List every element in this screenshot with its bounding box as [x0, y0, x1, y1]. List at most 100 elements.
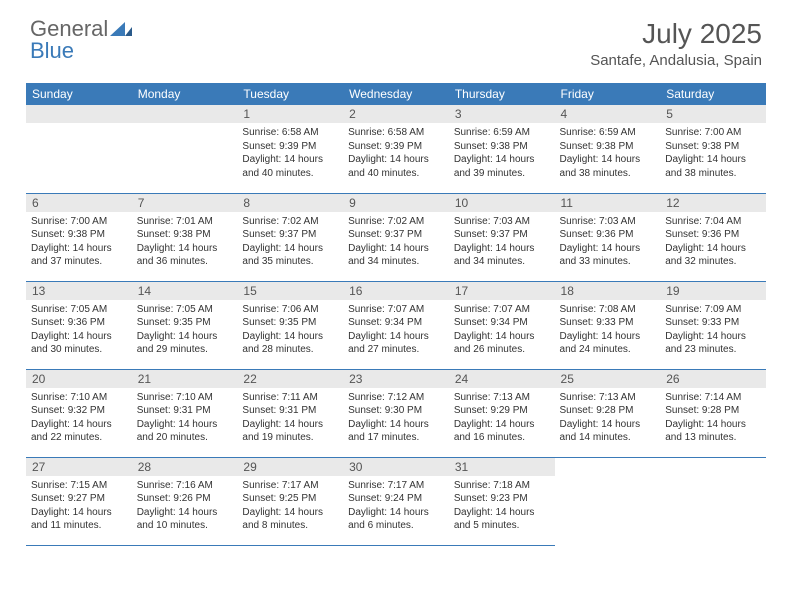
calendar-cell: 1Sunrise: 6:58 AMSunset: 9:39 PMDaylight… — [237, 105, 343, 193]
day-data: Sunrise: 7:05 AMSunset: 9:35 PMDaylight:… — [132, 300, 238, 361]
day-number: 25 — [555, 370, 661, 388]
calendar-week-row: 13Sunrise: 7:05 AMSunset: 9:36 PMDayligh… — [26, 281, 766, 369]
calendar-body: 1Sunrise: 6:58 AMSunset: 9:39 PMDaylight… — [26, 105, 766, 545]
day-number: 20 — [26, 370, 132, 388]
day-data: Sunrise: 7:07 AMSunset: 9:34 PMDaylight:… — [343, 300, 449, 361]
calendar-cell: 20Sunrise: 7:10 AMSunset: 9:32 PMDayligh… — [26, 369, 132, 457]
calendar-cell: 7Sunrise: 7:01 AMSunset: 9:38 PMDaylight… — [132, 193, 238, 281]
calendar-cell: 12Sunrise: 7:04 AMSunset: 9:36 PMDayligh… — [660, 193, 766, 281]
weekday-header: Saturday — [660, 83, 766, 105]
calendar-cell: 25Sunrise: 7:13 AMSunset: 9:28 PMDayligh… — [555, 369, 661, 457]
calendar-cell: 5Sunrise: 7:00 AMSunset: 9:38 PMDaylight… — [660, 105, 766, 193]
day-data: Sunrise: 7:13 AMSunset: 9:28 PMDaylight:… — [555, 388, 661, 449]
calendar-cell: 28Sunrise: 7:16 AMSunset: 9:26 PMDayligh… — [132, 457, 238, 545]
day-data: Sunrise: 7:03 AMSunset: 9:36 PMDaylight:… — [555, 212, 661, 273]
day-number: 8 — [237, 194, 343, 212]
day-number: 4 — [555, 105, 661, 123]
day-number: 17 — [449, 282, 555, 300]
page-title: July 2025 — [590, 18, 762, 50]
day-data: Sunrise: 7:12 AMSunset: 9:30 PMDaylight:… — [343, 388, 449, 449]
calendar-cell — [26, 105, 132, 193]
day-number — [26, 105, 132, 123]
weekday-header: Monday — [132, 83, 238, 105]
calendar-cell: 8Sunrise: 7:02 AMSunset: 9:37 PMDaylight… — [237, 193, 343, 281]
day-data: Sunrise: 6:59 AMSunset: 9:38 PMDaylight:… — [449, 123, 555, 184]
day-number: 24 — [449, 370, 555, 388]
logo-text-general: General — [30, 18, 108, 40]
calendar-cell: 24Sunrise: 7:13 AMSunset: 9:29 PMDayligh… — [449, 369, 555, 457]
calendar-cell: 3Sunrise: 6:59 AMSunset: 9:38 PMDaylight… — [449, 105, 555, 193]
calendar-cell: 22Sunrise: 7:11 AMSunset: 9:31 PMDayligh… — [237, 369, 343, 457]
day-data: Sunrise: 7:17 AMSunset: 9:25 PMDaylight:… — [237, 476, 343, 537]
day-number: 15 — [237, 282, 343, 300]
day-number — [132, 105, 238, 123]
day-data: Sunrise: 7:17 AMSunset: 9:24 PMDaylight:… — [343, 476, 449, 537]
day-data: Sunrise: 7:02 AMSunset: 9:37 PMDaylight:… — [237, 212, 343, 273]
logo: GeneralBlue — [30, 18, 132, 62]
day-data: Sunrise: 7:03 AMSunset: 9:37 PMDaylight:… — [449, 212, 555, 273]
calendar-cell: 9Sunrise: 7:02 AMSunset: 9:37 PMDaylight… — [343, 193, 449, 281]
calendar-cell: 16Sunrise: 7:07 AMSunset: 9:34 PMDayligh… — [343, 281, 449, 369]
day-number: 10 — [449, 194, 555, 212]
day-number: 21 — [132, 370, 238, 388]
day-data: Sunrise: 7:07 AMSunset: 9:34 PMDaylight:… — [449, 300, 555, 361]
calendar-cell: 13Sunrise: 7:05 AMSunset: 9:36 PMDayligh… — [26, 281, 132, 369]
calendar-cell: 19Sunrise: 7:09 AMSunset: 9:33 PMDayligh… — [660, 281, 766, 369]
calendar-cell: 21Sunrise: 7:10 AMSunset: 9:31 PMDayligh… — [132, 369, 238, 457]
weekday-header-row: Sunday Monday Tuesday Wednesday Thursday… — [26, 83, 766, 105]
calendar-cell: 23Sunrise: 7:12 AMSunset: 9:30 PMDayligh… — [343, 369, 449, 457]
day-number: 22 — [237, 370, 343, 388]
calendar-cell: 15Sunrise: 7:06 AMSunset: 9:35 PMDayligh… — [237, 281, 343, 369]
logo-triangle-icon — [110, 18, 132, 40]
day-number: 9 — [343, 194, 449, 212]
day-data: Sunrise: 7:10 AMSunset: 9:31 PMDaylight:… — [132, 388, 238, 449]
day-number: 12 — [660, 194, 766, 212]
title-block: July 2025 Santafe, Andalusia, Spain — [590, 18, 762, 69]
day-number: 31 — [449, 458, 555, 476]
calendar-cell — [660, 457, 766, 545]
day-data: Sunrise: 7:16 AMSunset: 9:26 PMDaylight:… — [132, 476, 238, 537]
day-data: Sunrise: 7:05 AMSunset: 9:36 PMDaylight:… — [26, 300, 132, 361]
day-number: 29 — [237, 458, 343, 476]
calendar-cell: 4Sunrise: 6:59 AMSunset: 9:38 PMDaylight… — [555, 105, 661, 193]
calendar-cell: 14Sunrise: 7:05 AMSunset: 9:35 PMDayligh… — [132, 281, 238, 369]
day-number: 26 — [660, 370, 766, 388]
day-data: Sunrise: 7:00 AMSunset: 9:38 PMDaylight:… — [26, 212, 132, 273]
day-number: 1 — [237, 105, 343, 123]
day-number: 30 — [343, 458, 449, 476]
day-number: 5 — [660, 105, 766, 123]
day-data: Sunrise: 7:06 AMSunset: 9:35 PMDaylight:… — [237, 300, 343, 361]
day-data: Sunrise: 7:02 AMSunset: 9:37 PMDaylight:… — [343, 212, 449, 273]
day-number: 23 — [343, 370, 449, 388]
day-data: Sunrise: 6:58 AMSunset: 9:39 PMDaylight:… — [343, 123, 449, 184]
header: GeneralBlue July 2025 Santafe, Andalusia… — [0, 0, 792, 77]
calendar-cell: 18Sunrise: 7:08 AMSunset: 9:33 PMDayligh… — [555, 281, 661, 369]
day-number: 3 — [449, 105, 555, 123]
day-number: 27 — [26, 458, 132, 476]
day-data: Sunrise: 6:58 AMSunset: 9:39 PMDaylight:… — [237, 123, 343, 184]
calendar-cell — [555, 457, 661, 545]
calendar-week-row: 1Sunrise: 6:58 AMSunset: 9:39 PMDaylight… — [26, 105, 766, 193]
day-number: 7 — [132, 194, 238, 212]
day-data: Sunrise: 7:01 AMSunset: 9:38 PMDaylight:… — [132, 212, 238, 273]
weekday-header: Sunday — [26, 83, 132, 105]
calendar-cell — [132, 105, 238, 193]
day-number: 13 — [26, 282, 132, 300]
calendar-cell: 11Sunrise: 7:03 AMSunset: 9:36 PMDayligh… — [555, 193, 661, 281]
day-data: Sunrise: 7:04 AMSunset: 9:36 PMDaylight:… — [660, 212, 766, 273]
calendar-cell: 2Sunrise: 6:58 AMSunset: 9:39 PMDaylight… — [343, 105, 449, 193]
calendar-week-row: 6Sunrise: 7:00 AMSunset: 9:38 PMDaylight… — [26, 193, 766, 281]
day-number: 18 — [555, 282, 661, 300]
calendar-table: Sunday Monday Tuesday Wednesday Thursday… — [26, 83, 766, 546]
day-data: Sunrise: 7:14 AMSunset: 9:28 PMDaylight:… — [660, 388, 766, 449]
day-data: Sunrise: 7:11 AMSunset: 9:31 PMDaylight:… — [237, 388, 343, 449]
calendar-cell: 29Sunrise: 7:17 AMSunset: 9:25 PMDayligh… — [237, 457, 343, 545]
day-number: 28 — [132, 458, 238, 476]
calendar-week-row: 27Sunrise: 7:15 AMSunset: 9:27 PMDayligh… — [26, 457, 766, 545]
calendar-cell: 26Sunrise: 7:14 AMSunset: 9:28 PMDayligh… — [660, 369, 766, 457]
calendar-cell: 17Sunrise: 7:07 AMSunset: 9:34 PMDayligh… — [449, 281, 555, 369]
calendar-cell: 30Sunrise: 7:17 AMSunset: 9:24 PMDayligh… — [343, 457, 449, 545]
calendar-cell: 31Sunrise: 7:18 AMSunset: 9:23 PMDayligh… — [449, 457, 555, 545]
day-number: 2 — [343, 105, 449, 123]
day-data: Sunrise: 7:13 AMSunset: 9:29 PMDaylight:… — [449, 388, 555, 449]
